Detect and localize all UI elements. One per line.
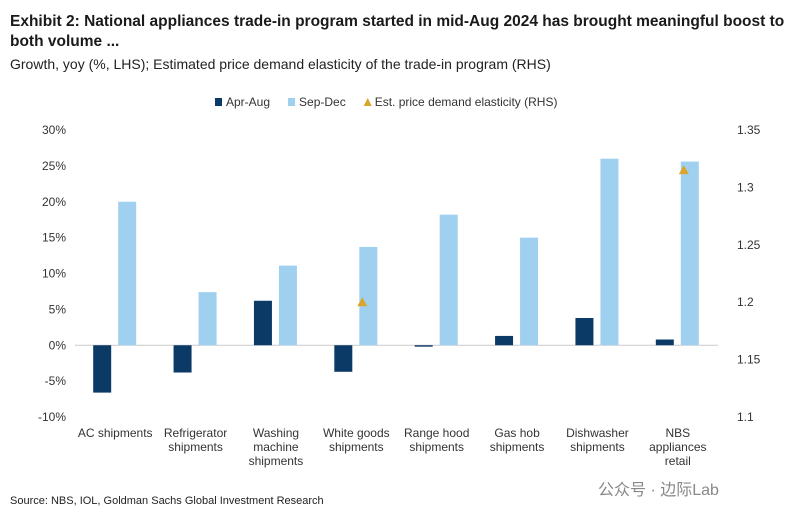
x-tick-label: shipments [329, 440, 384, 454]
y2-tick-label: 1.15 [737, 353, 761, 367]
x-tick-label: Refrigerator [164, 426, 227, 440]
y-tick-label: 25% [42, 159, 66, 173]
y-tick-label: 10% [42, 267, 66, 281]
y2-tick-label: 1.1 [737, 410, 754, 424]
legend-swatch [288, 98, 296, 106]
legend-marker [363, 98, 372, 106]
x-tick-label: retail [665, 454, 691, 468]
bar-sep-dec [439, 214, 458, 346]
chart-subtitle: Growth, yoy (%, LHS); Estimated price de… [10, 56, 551, 72]
elasticity-marker [357, 297, 368, 307]
bar-sep-dec [278, 265, 297, 346]
y-tick-label: -10% [38, 410, 66, 424]
y-tick-label: 15% [42, 231, 66, 245]
bar-apr-aug [655, 339, 674, 346]
y2-tick-label: 1.25 [737, 238, 761, 252]
y-tick-label: 30% [42, 123, 66, 137]
legend-label: Est. price demand elasticity (RHS) [375, 95, 558, 109]
bar-sep-dec [600, 158, 619, 346]
x-tick-label: machine [253, 440, 299, 454]
x-tick-label: NBS [665, 426, 690, 440]
elasticity-marker [678, 165, 689, 175]
x-tick-label: shipments [490, 440, 545, 454]
bar-apr-aug [414, 345, 433, 347]
legend-label: Sep-Dec [299, 95, 346, 109]
x-tick-label: shipments [168, 440, 223, 454]
y-tick-label: 20% [42, 195, 66, 209]
watermark: 公众号 · 边际Lab [598, 482, 719, 499]
bar-sep-dec [680, 161, 699, 346]
x-tick-label: AC shipments [78, 426, 153, 440]
x-tick-label: Gas hob [494, 426, 540, 440]
y-tick-label: -5% [45, 374, 67, 388]
bar-sep-dec [198, 292, 217, 346]
legend-label: Apr-Aug [226, 95, 270, 109]
legend-swatch [215, 98, 222, 106]
x-tick-label: Washing [253, 426, 299, 440]
bar-apr-aug [253, 300, 272, 346]
x-tick-label: shipments [409, 440, 464, 454]
bar-sep-dec [359, 246, 378, 346]
bar-sep-dec [520, 237, 539, 346]
y2-tick-label: 1.35 [737, 123, 761, 137]
y-tick-label: 0% [49, 338, 67, 352]
bar-apr-aug [334, 345, 353, 372]
y2-tick-label: 1.2 [737, 295, 754, 309]
y2-tick-label: 1.3 [737, 180, 754, 194]
x-tick-label: Dishwasher [566, 426, 629, 440]
x-tick-label: shipments [570, 440, 625, 454]
bar-apr-aug [575, 317, 594, 346]
y-tick-label: 5% [49, 302, 67, 316]
source-note: Source: NBS, IOL, Goldman Sachs Global I… [10, 495, 324, 507]
x-tick-label: White goods [323, 426, 390, 440]
bar-apr-aug [93, 345, 112, 393]
bar-sep-dec [118, 201, 137, 346]
chart-title: Exhibit 2: National appliances trade-in … [10, 13, 785, 50]
bar-apr-aug [173, 345, 192, 373]
bar-apr-aug [495, 335, 514, 346]
x-tick-label: shipments [249, 454, 304, 468]
x-tick-label: appliances [649, 440, 706, 454]
x-tick-label: Range hood [404, 426, 469, 440]
